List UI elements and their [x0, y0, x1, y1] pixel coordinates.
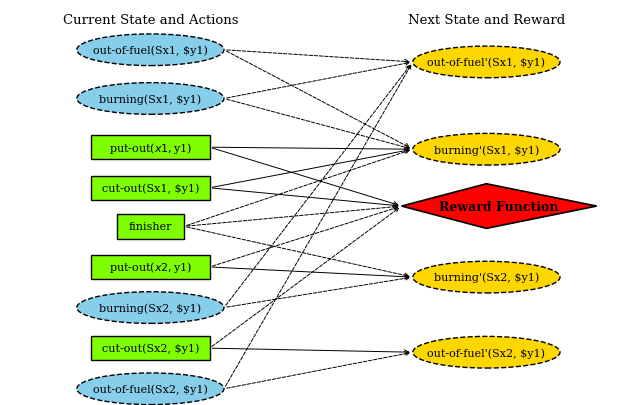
Text: burning(Sx1, $y1): burning(Sx1, $y1) — [99, 94, 202, 104]
Text: put-out($x2, $y1): put-out($x2, $y1) — [109, 260, 192, 275]
Ellipse shape — [413, 47, 560, 79]
FancyBboxPatch shape — [116, 215, 184, 239]
Ellipse shape — [77, 292, 224, 324]
Text: Current State and Actions: Current State and Actions — [63, 14, 238, 27]
Ellipse shape — [77, 35, 224, 66]
Text: out-of-fuel'(Sx1, $y1): out-of-fuel'(Sx1, $y1) — [428, 58, 545, 68]
Text: burning'(Sx2, $y1): burning'(Sx2, $y1) — [434, 272, 539, 283]
Ellipse shape — [77, 83, 224, 115]
FancyBboxPatch shape — [91, 255, 210, 279]
Ellipse shape — [413, 262, 560, 293]
Text: put-out($x1, $y1): put-out($x1, $y1) — [109, 141, 192, 155]
Text: Reward Function: Reward Function — [440, 200, 559, 213]
Text: out-of-fuel(Sx1, $y1): out-of-fuel(Sx1, $y1) — [93, 45, 208, 56]
FancyBboxPatch shape — [91, 336, 210, 360]
Text: burning(Sx2, $y1): burning(Sx2, $y1) — [99, 303, 202, 313]
Text: cut-out(Sx1, $y1): cut-out(Sx1, $y1) — [102, 183, 199, 194]
Ellipse shape — [77, 373, 224, 405]
Text: out-of-fuel'(Sx2, $y1): out-of-fuel'(Sx2, $y1) — [428, 347, 545, 358]
Text: finisher: finisher — [129, 222, 172, 232]
Text: burning'(Sx1, $y1): burning'(Sx1, $y1) — [434, 145, 539, 155]
Ellipse shape — [413, 134, 560, 166]
Polygon shape — [402, 184, 596, 229]
Text: Next State and Reward: Next State and Reward — [408, 14, 565, 27]
FancyBboxPatch shape — [91, 136, 210, 160]
FancyBboxPatch shape — [91, 176, 210, 200]
Ellipse shape — [413, 337, 560, 368]
Text: out-of-fuel(Sx2, $y1): out-of-fuel(Sx2, $y1) — [93, 384, 208, 394]
Text: cut-out(Sx2, $y1): cut-out(Sx2, $y1) — [102, 343, 199, 354]
